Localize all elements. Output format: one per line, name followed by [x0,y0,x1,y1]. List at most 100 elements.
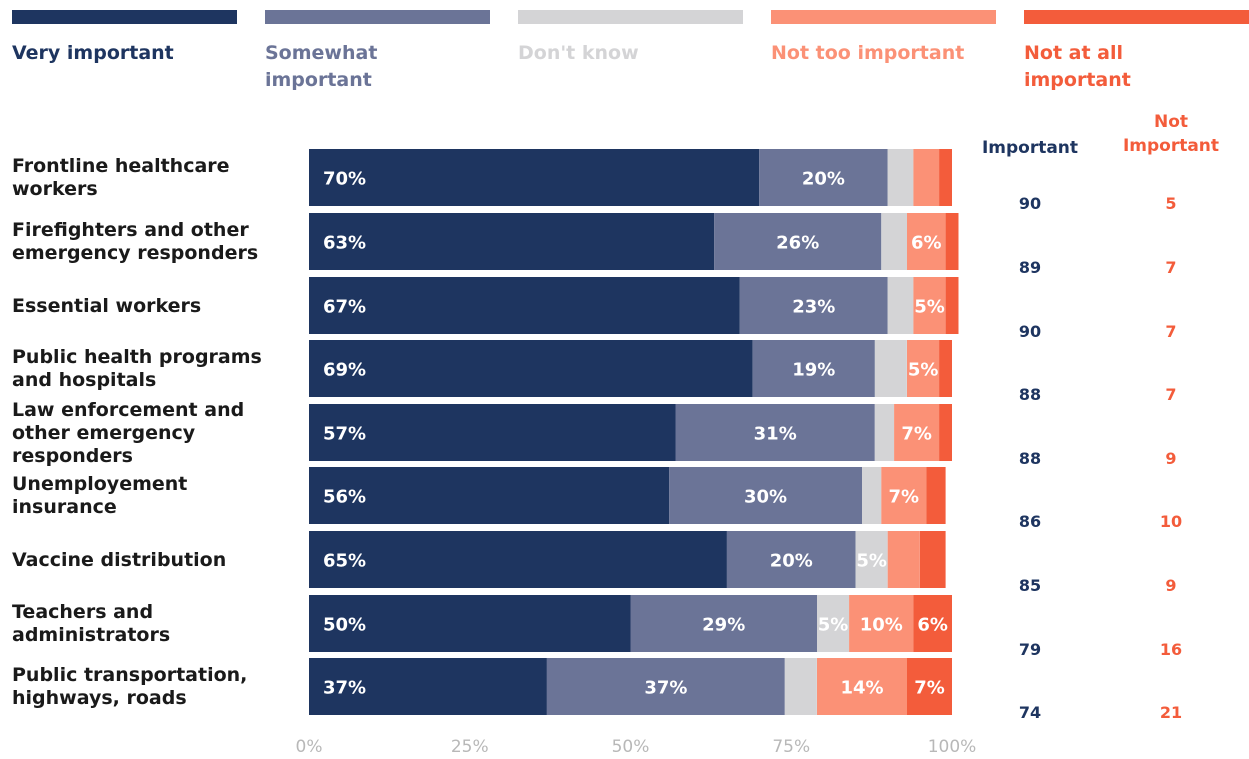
bar-segment [675,404,875,461]
bar-segment [913,277,946,334]
x-tick-label: 100% [927,737,977,757]
legend-label: Don't know [518,42,639,64]
category-label: Law enforcement and other emergency resp… [12,398,245,467]
bar-segment [907,658,952,715]
bar-data-label: 65% [323,551,366,572]
important-total: 85 [1018,576,1042,595]
legend-item: Very important [12,10,237,67]
legend-label: Somewhat important [265,42,378,91]
bar-data-label: 70% [323,169,366,190]
bar-segment [939,149,952,206]
bar-segment [926,467,946,524]
legend-swatch [1024,10,1249,24]
category-label: Public health programs and hospitals [12,346,262,391]
important-total: 86 [1018,512,1042,531]
legend-item: Somewhat important [265,10,490,94]
bar-segment [817,658,907,715]
bar-segment [669,467,862,524]
bar-segment [752,340,875,397]
legend-item: Not too important [771,10,996,67]
bar-segment [913,149,940,206]
x-tick-label: 0% [295,737,323,757]
bar-segment [945,213,959,270]
x-tick-label: 50% [611,737,650,757]
category-label: Vaccine distribution [12,548,227,571]
legend-swatch [771,10,996,24]
important-total: 79 [1018,640,1042,659]
bar-segment [309,149,760,206]
bar-data-label: 69% [323,360,366,381]
bar-data-label: 37% [644,678,687,699]
bar-data-label: 7% [901,424,932,445]
bar-data-label: 20% [770,551,813,572]
bar-data-label: 7% [914,678,945,699]
important-total: 90 [1018,322,1042,341]
not-important-total: 10 [1159,512,1183,531]
bar-segment [913,595,952,652]
important-total: 90 [1018,194,1042,213]
bar-data-label: 6% [917,615,948,636]
bar-segment [887,531,920,588]
bar-segment [939,340,952,397]
bar-segment [309,595,631,652]
bar-segment [759,149,888,206]
bar-segment [309,404,676,461]
bar-segment [309,213,715,270]
not-important-column-header: Not Important [1122,112,1220,156]
bar-data-label: 30% [744,487,787,508]
not-important-total: 9 [1165,576,1177,595]
bar-data-label: 5% [856,551,887,572]
bar-data-label: 57% [323,424,366,445]
x-tick-label: 75% [772,737,811,757]
bar-segment [855,531,888,588]
bar-segment [309,658,547,715]
bar-data-label: 31% [754,424,797,445]
legend-swatch [518,10,743,24]
important-total: 88 [1018,449,1042,468]
bar-segment [727,531,856,588]
bar-segment [939,404,952,461]
legend-swatch [12,10,237,24]
bar-segment [630,595,817,652]
bar-segment [714,213,882,270]
bar-data-label: 7% [889,487,920,508]
bar-segment [945,277,959,334]
bar-segment [739,277,888,334]
not-important-total: 7 [1165,322,1177,341]
bar-segment [784,658,817,715]
important-column-header: Important [981,138,1079,158]
bar-data-label: 23% [792,297,835,318]
legend-swatch [265,10,490,24]
bar-segment [309,277,740,334]
category-label: Essential workers [12,294,202,317]
bar-segment [907,340,940,397]
bar-segment [817,595,850,652]
bar-segment [881,213,907,270]
bar-segment [309,340,753,397]
bar-data-label: 5% [908,360,939,381]
bar-segment [907,213,946,270]
legend-label: Not at all important [1024,42,1131,91]
bar-data-label: 29% [702,615,745,636]
not-important-total: 9 [1165,449,1177,468]
bar-segment [894,404,940,461]
bar-data-label: 67% [323,297,366,318]
bar-data-label: 14% [840,678,883,699]
bar-segment [874,404,895,461]
legend-label: Not too important [771,42,965,64]
bar-data-label: 10% [860,615,903,636]
bar-data-label: 56% [323,487,366,508]
bar-segment [862,467,882,524]
category-label: Frontline healthcare workers [12,155,230,200]
legend-label: Very important [12,42,174,64]
category-label: Teachers and administrators [12,601,171,646]
bar-segment [546,658,785,715]
category-label: Public transportation, highways, roads [12,664,248,709]
bar-segment [874,340,907,397]
important-total: 88 [1018,385,1042,404]
important-total: 74 [1018,703,1042,722]
bar-segment [849,595,914,652]
bar-data-label: 50% [323,615,366,636]
bar-segment [881,467,927,524]
